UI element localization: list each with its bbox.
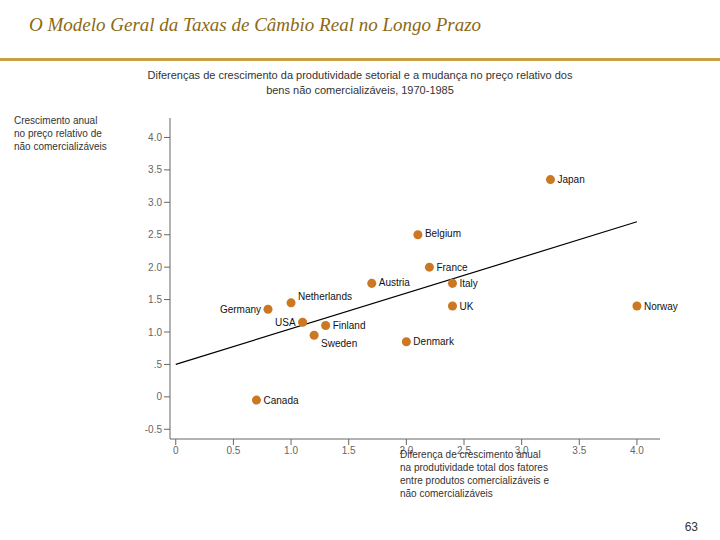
- svg-text:Canada: Canada: [263, 395, 298, 406]
- svg-text:4.0: 4.0: [148, 132, 162, 143]
- svg-text:Denmark: Denmark: [413, 336, 455, 347]
- svg-text:UK: UK: [459, 301, 473, 312]
- svg-text:3.5: 3.5: [148, 164, 162, 175]
- svg-text:0: 0: [173, 445, 179, 456]
- svg-text:0: 0: [156, 391, 162, 402]
- svg-text:2.5: 2.5: [148, 229, 162, 240]
- svg-text:Norway: Norway: [644, 301, 678, 312]
- svg-text:Netherlands: Netherlands: [298, 291, 352, 302]
- svg-text:-0.5: -0.5: [145, 424, 163, 435]
- html-text:bens não comercializáveis, 197: bens não comercializáveis, 1970-1985: [266, 84, 454, 96]
- svg-text:1.0: 1.0: [284, 445, 298, 456]
- svg-text:.5: .5: [154, 359, 163, 370]
- svg-text:USA: USA: [275, 317, 296, 328]
- svg-text:3.5: 3.5: [572, 445, 586, 456]
- svg-text:4.0: 4.0: [630, 445, 644, 456]
- html-text:O Modelo Geral da Taxas de Câm: O Modelo Geral da Taxas de Câmbio Real n…: [29, 14, 482, 35]
- svg-text:1.5: 1.5: [148, 294, 162, 305]
- svg-text:Belgium: Belgium: [425, 228, 461, 239]
- svg-text:Italy: Italy: [459, 278, 477, 289]
- svg-text:2.0: 2.0: [148, 262, 162, 273]
- svg-text:Austria: Austria: [379, 277, 411, 288]
- svg-text:3.0: 3.0: [148, 197, 162, 208]
- html-text:63: 63: [684, 520, 698, 534]
- html-text:Crescimento anual no preço rel: Crescimento anual no preço relativo de n…: [14, 115, 107, 152]
- svg-text:Finland: Finland: [333, 320, 366, 331]
- svg-text:Japan: Japan: [557, 174, 584, 185]
- svg-text:1.0: 1.0: [148, 327, 162, 338]
- svg-text:0.5: 0.5: [226, 445, 240, 456]
- svg-text:Sweden: Sweden: [321, 338, 357, 349]
- svg-text:1.5: 1.5: [342, 445, 356, 456]
- svg-text:Germany: Germany: [220, 304, 261, 315]
- html-text:Diferenças de crescimento da p: Diferenças de crescimento da produtivida…: [147, 69, 573, 81]
- html-text:Diferença de crescimento anual: Diferença de crescimento anual na produt…: [400, 449, 549, 499]
- svg-text:France: France: [436, 262, 468, 273]
